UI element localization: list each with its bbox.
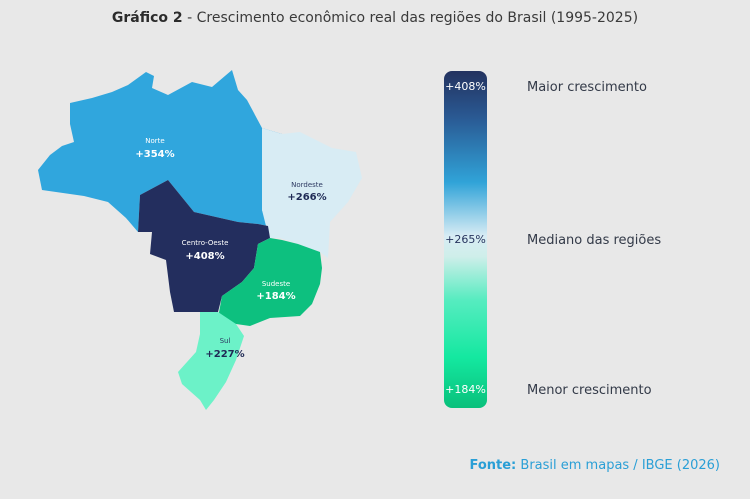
scale-mid-value: +265% xyxy=(445,233,486,246)
region-sul-shape xyxy=(178,312,244,410)
color-scale-bar xyxy=(444,71,487,408)
scale-mid-label: Mediano das regiões xyxy=(527,233,662,248)
scale-min-label: Menor crescimento xyxy=(527,383,652,398)
chart-title-text: Crescimento econômico real das regiões d… xyxy=(196,10,639,26)
region-norte-value: +354% xyxy=(135,149,174,160)
region-sul-value: +227% xyxy=(205,349,244,360)
region-sul-name: Sul xyxy=(220,337,231,345)
chart-title-prefix: Gráfico 2 xyxy=(111,10,183,26)
region-centro-oeste-shape xyxy=(138,180,270,312)
region-sudeste: Sudeste +184% xyxy=(218,238,322,326)
region-centro-oeste: Centro-Oeste +408% xyxy=(138,180,270,312)
region-norte: Norte +354% xyxy=(38,70,282,232)
scale-max-label: Maior crescimento xyxy=(527,80,647,95)
region-sudeste-shape xyxy=(218,238,322,326)
source-text: Brasil em mapas / IBGE (2026) xyxy=(520,458,720,473)
region-nordeste-shape xyxy=(262,128,362,258)
region-centro-oeste-name: Centro-Oeste xyxy=(182,239,229,247)
region-norte-name: Norte xyxy=(145,137,164,145)
region-nordeste: Nordeste +266% xyxy=(262,128,362,258)
source-label: Fonte: xyxy=(469,458,517,473)
chart-title-separator: - xyxy=(182,10,197,26)
region-norte-shape xyxy=(38,70,282,232)
chart-title: Gráfico 2 - Crescimento econômico real d… xyxy=(0,10,750,26)
region-sul: Sul +227% xyxy=(178,312,245,410)
region-centro-oeste-value: +408% xyxy=(185,251,224,262)
region-nordeste-value: +266% xyxy=(287,192,326,203)
region-sudeste-value: +184% xyxy=(256,291,295,302)
scale-min-value: +184% xyxy=(445,383,486,396)
region-sudeste-name: Sudeste xyxy=(262,280,290,288)
region-nordeste-name: Nordeste xyxy=(291,181,323,189)
scale-max-value: +408% xyxy=(445,80,486,93)
source-note: Fonte: Brasil em mapas / IBGE (2026) xyxy=(469,458,720,473)
